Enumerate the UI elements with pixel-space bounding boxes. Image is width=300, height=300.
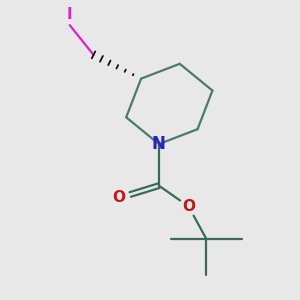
Text: O: O <box>182 199 195 214</box>
Text: N: N <box>152 135 166 153</box>
Text: O: O <box>112 190 125 205</box>
Text: I: I <box>67 7 73 22</box>
